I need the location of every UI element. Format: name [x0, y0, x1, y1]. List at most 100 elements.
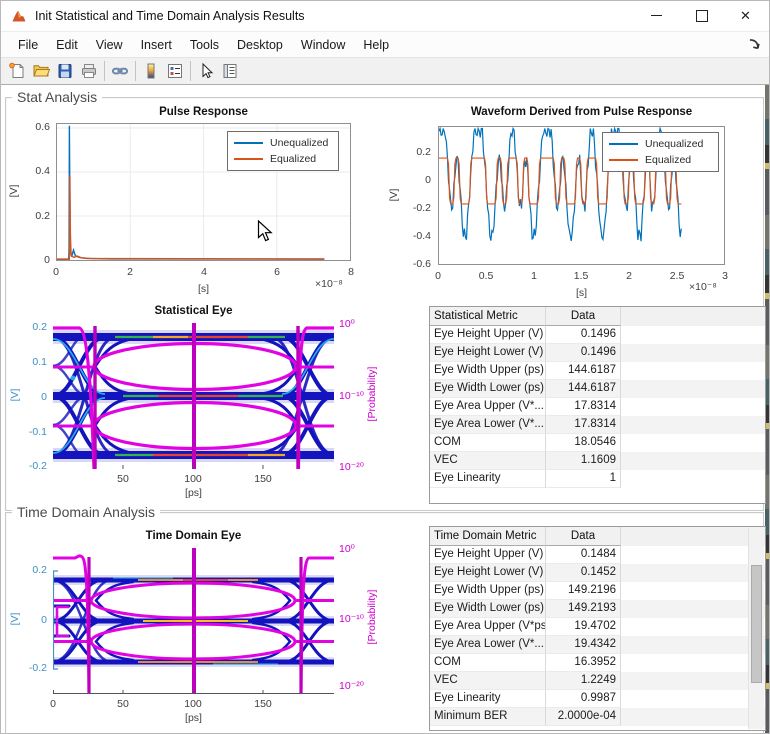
property-inspector-icon [223, 64, 237, 78]
metric-value[interactable]: 17.8314 [546, 398, 621, 416]
metric-name[interactable]: Eye Height Upper (V) [430, 326, 546, 344]
table-row[interactable]: Eye Width Upper (ps) 149.2196 [430, 582, 765, 600]
table-row[interactable]: COM 16.3952 [430, 654, 765, 672]
metric-value[interactable]: 0.1496 [546, 344, 621, 362]
pulse-legend[interactable]: Unequalized Equalized [227, 131, 339, 171]
table-row[interactable]: Eye Area Upper (V*... 17.8314 [430, 398, 765, 416]
new-document-button[interactable] [5, 60, 29, 83]
menu-desktop[interactable]: Desktop [237, 37, 283, 52]
table-row[interactable]: Eye Height Upper (V) 0.1484 [430, 546, 765, 564]
menu-window[interactable]: Window [300, 37, 346, 52]
table-header-row: Time Domain Metric Data [430, 527, 765, 546]
metric-name[interactable]: Eye Area Upper (V*... [430, 398, 546, 416]
statistical-metric-table[interactable]: Statistical Metric Data Eye Height Upper (… [429, 306, 766, 504]
xtick: 2.5 [669, 270, 685, 282]
table-row[interactable]: COM 18.0546 [430, 434, 765, 452]
table-row[interactable]: Eye Width Lower (ps) 144.6187 [430, 380, 765, 398]
menu-tools[interactable]: Tools [189, 37, 220, 52]
xtick: 2 [626, 270, 632, 282]
close-button[interactable]: ✕ [723, 1, 768, 30]
table-row[interactable]: Eye Height Lower (V) 0.1452 [430, 564, 765, 582]
metric-name[interactable]: Eye Area Upper (V*ps) [430, 618, 546, 636]
column-header[interactable]: Statistical Metric [430, 307, 546, 326]
metric-value[interactable]: 17.8314 [546, 416, 621, 434]
table-row[interactable]: Eye Area Upper (V*ps) 19.4702 [430, 618, 765, 636]
titlebar: Init Statistical and Time Domain Analysi… [1, 1, 769, 32]
metric-value[interactable]: 0.9987 [546, 690, 621, 708]
table-row[interactable]: Eye Height Lower (V) 0.1496 [430, 344, 765, 362]
metric-value[interactable]: 0.1484 [546, 546, 621, 564]
column-header[interactable]: Data [546, 307, 621, 326]
metric-name[interactable]: Eye Width Lower (ps) [430, 380, 546, 398]
background-artifact-strip [765, 85, 769, 733]
metric-value[interactable]: 0.1496 [546, 326, 621, 344]
waveform-xlabel: [s] [575, 287, 588, 299]
insert-legend-icon [168, 64, 182, 78]
time-domain-metric-table[interactable]: Time Domain Metric Data Eye Height Upper (… [429, 526, 766, 731]
link-plot-button[interactable] [108, 60, 132, 83]
metric-value[interactable]: 1.2249 [546, 672, 621, 690]
open-folder-button[interactable] [29, 60, 53, 83]
minimize-button[interactable] [634, 1, 679, 30]
metric-name[interactable]: VEC [430, 452, 546, 470]
metric-name[interactable]: Eye Linearity [430, 690, 546, 708]
table-row[interactable]: VEC 1.1609 [430, 452, 765, 470]
metric-value[interactable]: 0.1452 [546, 564, 621, 582]
metric-name[interactable]: Eye Linearity [430, 470, 546, 488]
insert-legend-button[interactable] [163, 60, 187, 83]
metric-name[interactable]: Eye Height Upper (V) [430, 546, 546, 564]
metric-name[interactable]: VEC [430, 672, 546, 690]
waveform-legend[interactable]: Unequalized Equalized [602, 132, 719, 172]
property-inspector-button[interactable] [218, 60, 242, 83]
scrollbar-thumb[interactable] [751, 565, 762, 683]
metric-name[interactable]: COM [430, 434, 546, 452]
maximize-button[interactable] [679, 1, 724, 30]
metric-value[interactable]: 144.6187 [546, 362, 621, 380]
pulse-response-plot [57, 124, 350, 261]
table-row[interactable]: Eye Width Upper (ps) 144.6187 [430, 362, 765, 380]
metric-name[interactable]: Eye Width Lower (ps) [430, 600, 546, 618]
save-icon [58, 64, 72, 78]
metric-name[interactable]: Eye Height Lower (V) [430, 344, 546, 362]
table-row[interactable]: Eye Area Lower (V*... 17.8314 [430, 416, 765, 434]
metric-value[interactable]: 144.6187 [546, 380, 621, 398]
table-row[interactable]: Eye Height Upper (V) 0.1496 [430, 326, 765, 344]
metric-value[interactable]: 19.4702 [546, 618, 621, 636]
dock-figure-icon[interactable] [747, 37, 761, 51]
table-row[interactable]: VEC 1.2249 [430, 672, 765, 690]
table-scrollbar[interactable] [748, 528, 764, 729]
menu-edit[interactable]: Edit [56, 37, 78, 52]
column-header[interactable]: Data [546, 527, 621, 546]
metric-value[interactable]: 149.2196 [546, 582, 621, 600]
legend-line-unequalized [609, 143, 638, 145]
metric-value[interactable]: 1 [546, 470, 621, 488]
ytick: -0.4 [412, 230, 431, 242]
table-row[interactable]: Eye Linearity 1 [430, 470, 765, 488]
metric-name[interactable]: Eye Width Upper (ps) [430, 582, 546, 600]
metric-value[interactable]: 149.2193 [546, 600, 621, 618]
metric-value[interactable]: 16.3952 [546, 654, 621, 672]
metric-name[interactable]: Eye Height Lower (V) [430, 564, 546, 582]
metric-name[interactable]: Eye Width Upper (ps) [430, 362, 546, 380]
save-button[interactable] [53, 60, 77, 83]
menu-view[interactable]: View [95, 37, 123, 52]
print-button[interactable] [77, 60, 101, 83]
insert-colorbar-button[interactable] [139, 60, 163, 83]
metric-name[interactable]: Minimum BER [430, 708, 546, 726]
column-header[interactable]: Time Domain Metric [430, 527, 546, 546]
metric-name[interactable]: Eye Area Lower (V*... [430, 416, 546, 434]
table-row[interactable]: Minimum BER 2.0000e-04 [430, 708, 765, 726]
table-row[interactable]: Eye Width Lower (ps) 149.2193 [430, 600, 765, 618]
metric-value[interactable]: 19.4342 [546, 636, 621, 654]
metric-name[interactable]: Eye Area Lower (V*... [430, 636, 546, 654]
menu-insert[interactable]: Insert [140, 37, 172, 52]
menu-file[interactable]: File [18, 37, 39, 52]
menu-help[interactable]: Help [363, 37, 390, 52]
metric-value[interactable]: 2.0000e-04 [546, 708, 621, 726]
metric-value[interactable]: 1.1609 [546, 452, 621, 470]
table-row[interactable]: Eye Linearity 0.9987 [430, 690, 765, 708]
metric-name[interactable]: COM [430, 654, 546, 672]
metric-value[interactable]: 18.0546 [546, 434, 621, 452]
table-row[interactable]: Eye Area Lower (V*... 19.4342 [430, 636, 765, 654]
edit-plot-button[interactable] [194, 60, 218, 83]
